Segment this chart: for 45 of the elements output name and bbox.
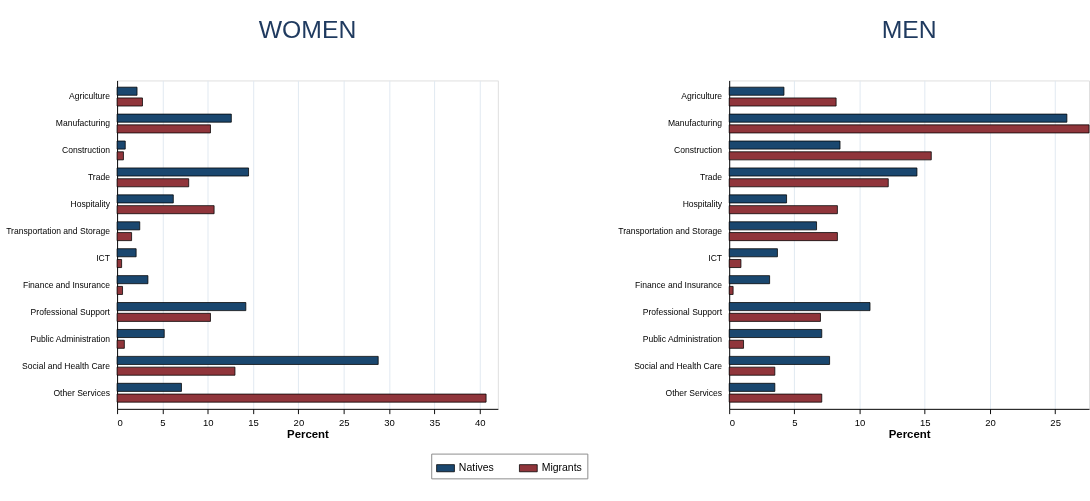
y-tick-label: Finance and Insurance [635,279,723,290]
y-tick-label: Other Services [53,387,110,398]
x-tick-label: 10 [854,416,866,428]
x-tick-label: 0 [729,416,735,428]
x-axis-title: Percent [287,427,330,440]
y-tick-label: Public Administration [642,333,723,344]
x-tick-label: 15 [248,416,259,428]
y-tick-label: Transportation and Storage [618,226,723,237]
x-tick-label: 0 [117,416,123,428]
y-tick-label: Agriculture [681,91,723,102]
x-tick-label: 25 [1050,416,1061,428]
x-tick-label: 20 [985,416,996,428]
y-tick-label: Transportation and Storage [6,226,111,237]
y-tick-label: Manufacturing [55,118,111,129]
y-tick-label: Social and Health Care [634,360,723,371]
x-axis-title: Percent [888,427,931,440]
x-tick-label: 35 [429,416,441,428]
x-tick-label: 10 [202,416,214,428]
y-tick-label: Professional Support [642,306,723,317]
x-tick-label: 40 [474,416,486,428]
y-tick-label: Hospitality [682,199,723,210]
y-tick-label: Social and Health Care [22,360,111,371]
legend-label: Migrants [541,462,582,474]
y-tick-label: Construction [61,145,111,156]
x-tick-label: 25 [338,416,350,428]
x-tick-label: 5 [160,416,166,428]
x-tick-label: 5 [792,416,798,428]
y-tick-label: ICT [708,252,723,263]
y-tick-label: Construction [674,145,723,156]
y-tick-label: Finance and Insurance [23,279,111,290]
y-tick-label: Trade [87,172,111,183]
chart-title: MEN [881,15,937,43]
x-tick-label: 15 [919,416,931,428]
y-tick-label: Manufacturing [667,118,723,129]
y-tick-label: ICT [96,252,111,263]
x-tick-label: 30 [384,416,395,428]
legend-label: Natives [458,462,494,474]
chart-title: WOMEN [258,15,357,43]
y-tick-label: Professional Support [30,306,111,317]
y-tick-label: Agriculture [69,91,111,102]
x-tick-label: 20 [293,416,305,428]
y-tick-label: Public Administration [30,333,111,344]
y-tick-label: Trade [700,172,723,183]
y-tick-label: Hospitality [70,199,111,210]
y-tick-label: Other Services [665,387,723,398]
